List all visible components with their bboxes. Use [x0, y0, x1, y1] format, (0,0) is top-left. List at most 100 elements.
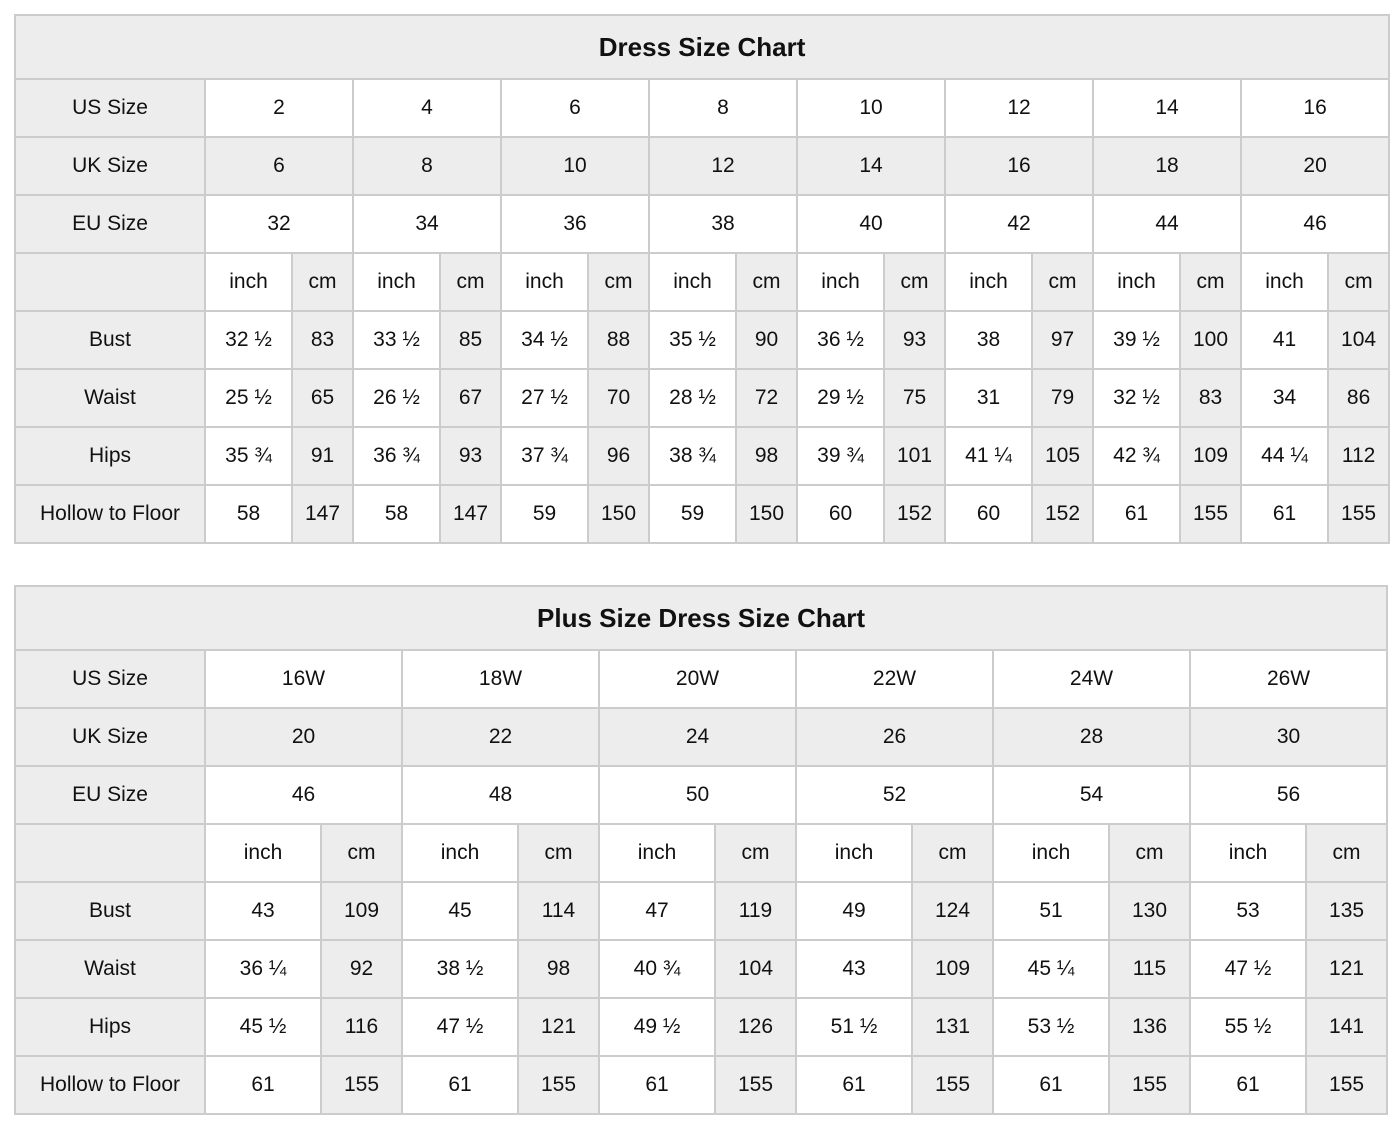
- measure-cell-cm: 114: [517, 881, 600, 941]
- size-cell: 38: [648, 194, 798, 254]
- size-cell: 32: [204, 194, 354, 254]
- measure-cell-inch: 43: [795, 939, 913, 999]
- size-cell: 50: [598, 765, 797, 825]
- measure-cell-cm: 112: [1326, 426, 1391, 486]
- row-label: EU Size: [14, 194, 206, 254]
- size-cell: 34: [352, 194, 502, 254]
- row-label: UK Size: [14, 136, 206, 196]
- measure-cell-inch: 42 ¾: [1092, 426, 1181, 486]
- unit-header-cm: cm: [1179, 252, 1242, 312]
- measure-cell-inch: 47: [598, 881, 716, 941]
- row-label: US Size: [14, 78, 206, 138]
- measure-cell-inch: 51 ½: [795, 997, 913, 1057]
- measure-cell-cm: 75: [883, 368, 946, 428]
- measure-cell-inch: 45: [401, 881, 519, 941]
- measure-cell-inch: 26 ½: [352, 368, 441, 428]
- row-label: Bust: [14, 881, 206, 941]
- chart-title: Dress Size Chart: [13, 14, 1391, 80]
- size-cell: 14: [796, 136, 946, 196]
- measure-cell-cm: 147: [439, 484, 502, 544]
- size-cell: 52: [795, 765, 994, 825]
- row-label: Hollow to Floor: [14, 484, 206, 544]
- unit-header-cm: cm: [1031, 252, 1094, 312]
- measure-cell-cm: 98: [735, 426, 798, 486]
- unit-header-cm: cm: [1304, 823, 1389, 883]
- unit-header-inch: inch: [1092, 252, 1181, 312]
- measure-cell-cm: 155: [911, 1055, 994, 1115]
- unit-header-inch: inch: [352, 252, 441, 312]
- measure-cell-cm: 109: [1179, 426, 1242, 486]
- measure-cell-inch: 39 ½: [1092, 310, 1181, 370]
- measure-cell-inch: 40 ¾: [598, 939, 716, 999]
- size-cell: 44: [1092, 194, 1242, 254]
- measure-cell-cm: 90: [735, 310, 798, 370]
- measure-cell-cm: 79: [1031, 368, 1094, 428]
- measure-cell-inch: 37 ¾: [500, 426, 589, 486]
- measure-cell-inch: 59: [500, 484, 589, 544]
- unit-header-inch: inch: [944, 252, 1033, 312]
- size-cell: 24W: [992, 649, 1191, 709]
- measure-cell-inch: 53: [1189, 881, 1307, 941]
- size-cell: 8: [352, 136, 502, 196]
- unit-header-cm: cm: [883, 252, 946, 312]
- row-label: Waist: [14, 939, 206, 999]
- measure-cell-inch: 35 ¾: [204, 426, 293, 486]
- measure-cell-inch: 34: [1240, 368, 1329, 428]
- size-cell: 14: [1092, 78, 1242, 138]
- measure-cell-inch: 61: [1189, 1055, 1307, 1115]
- measure-cell-inch: 43: [204, 881, 322, 941]
- measure-cell-cm: 119: [714, 881, 797, 941]
- measure-cell-inch: 60: [944, 484, 1033, 544]
- measure-cell-cm: 86: [1326, 368, 1391, 428]
- unit-header-cm: cm: [714, 823, 797, 883]
- size-cell: 28: [992, 707, 1191, 767]
- size-cell: 56: [1188, 765, 1389, 825]
- measure-cell-cm: 155: [1108, 1055, 1191, 1115]
- size-cell: 20W: [598, 649, 797, 709]
- measure-cell-inch: 28 ½: [648, 368, 737, 428]
- measure-cell-cm: 130: [1108, 881, 1191, 941]
- plus-size-dress-size-chart-table: Plus Size Dress Size Chart US Size 16W 18W 2…: [13, 585, 1389, 1115]
- size-cell: 30: [1188, 707, 1389, 767]
- size-cell: 18W: [401, 649, 600, 709]
- size-cell: 20: [204, 707, 403, 767]
- measure-cell-cm: 65: [291, 368, 354, 428]
- unit-header-cm: cm: [1108, 823, 1191, 883]
- measure-cell-inch: 31: [944, 368, 1033, 428]
- unit-header-cm: cm: [517, 823, 600, 883]
- measure-cell-inch: 61: [401, 1055, 519, 1115]
- size-cell: 12: [648, 136, 798, 196]
- measure-cell-inch: 60: [796, 484, 885, 544]
- measure-cell-cm: 100: [1179, 310, 1242, 370]
- measure-cell-inch: 58: [352, 484, 441, 544]
- dress-size-chart-table: Dress Size Chart US Size 2 4 6 8 10 12 14 16 UK Si…: [13, 14, 1391, 544]
- measure-cell-cm: 121: [517, 997, 600, 1057]
- unit-header-cm: cm: [439, 252, 502, 312]
- size-cell: 16W: [204, 649, 403, 709]
- row-label: UK Size: [14, 707, 206, 767]
- measure-cell-cm: 155: [320, 1055, 403, 1115]
- measure-cell-cm: 150: [735, 484, 798, 544]
- measure-cell-inch: 38 ¾: [648, 426, 737, 486]
- measure-cell-cm: 115: [1108, 939, 1191, 999]
- measure-cell-inch: 36 ¼: [204, 939, 322, 999]
- measure-cell-inch: 61: [795, 1055, 913, 1115]
- measure-cell-inch: 59: [648, 484, 737, 544]
- unit-header-cm: cm: [911, 823, 994, 883]
- measure-cell-cm: 126: [714, 997, 797, 1057]
- unit-header-cm: cm: [587, 252, 650, 312]
- measure-cell-inch: 34 ½: [500, 310, 589, 370]
- row-label: US Size: [14, 649, 206, 709]
- measure-cell-cm: 116: [320, 997, 403, 1057]
- measure-cell-cm: 93: [439, 426, 502, 486]
- measure-cell-inch: 45 ¼: [992, 939, 1110, 999]
- measure-cell-inch: 49 ½: [598, 997, 716, 1057]
- unit-header-inch: inch: [1240, 252, 1329, 312]
- measure-cell-cm: 124: [911, 881, 994, 941]
- measure-cell-inch: 49: [795, 881, 913, 941]
- measure-cell-cm: 98: [517, 939, 600, 999]
- size-cell: 36: [500, 194, 650, 254]
- size-cell: 22W: [795, 649, 994, 709]
- row-label: Waist: [14, 368, 206, 428]
- measure-cell-cm: 121: [1304, 939, 1389, 999]
